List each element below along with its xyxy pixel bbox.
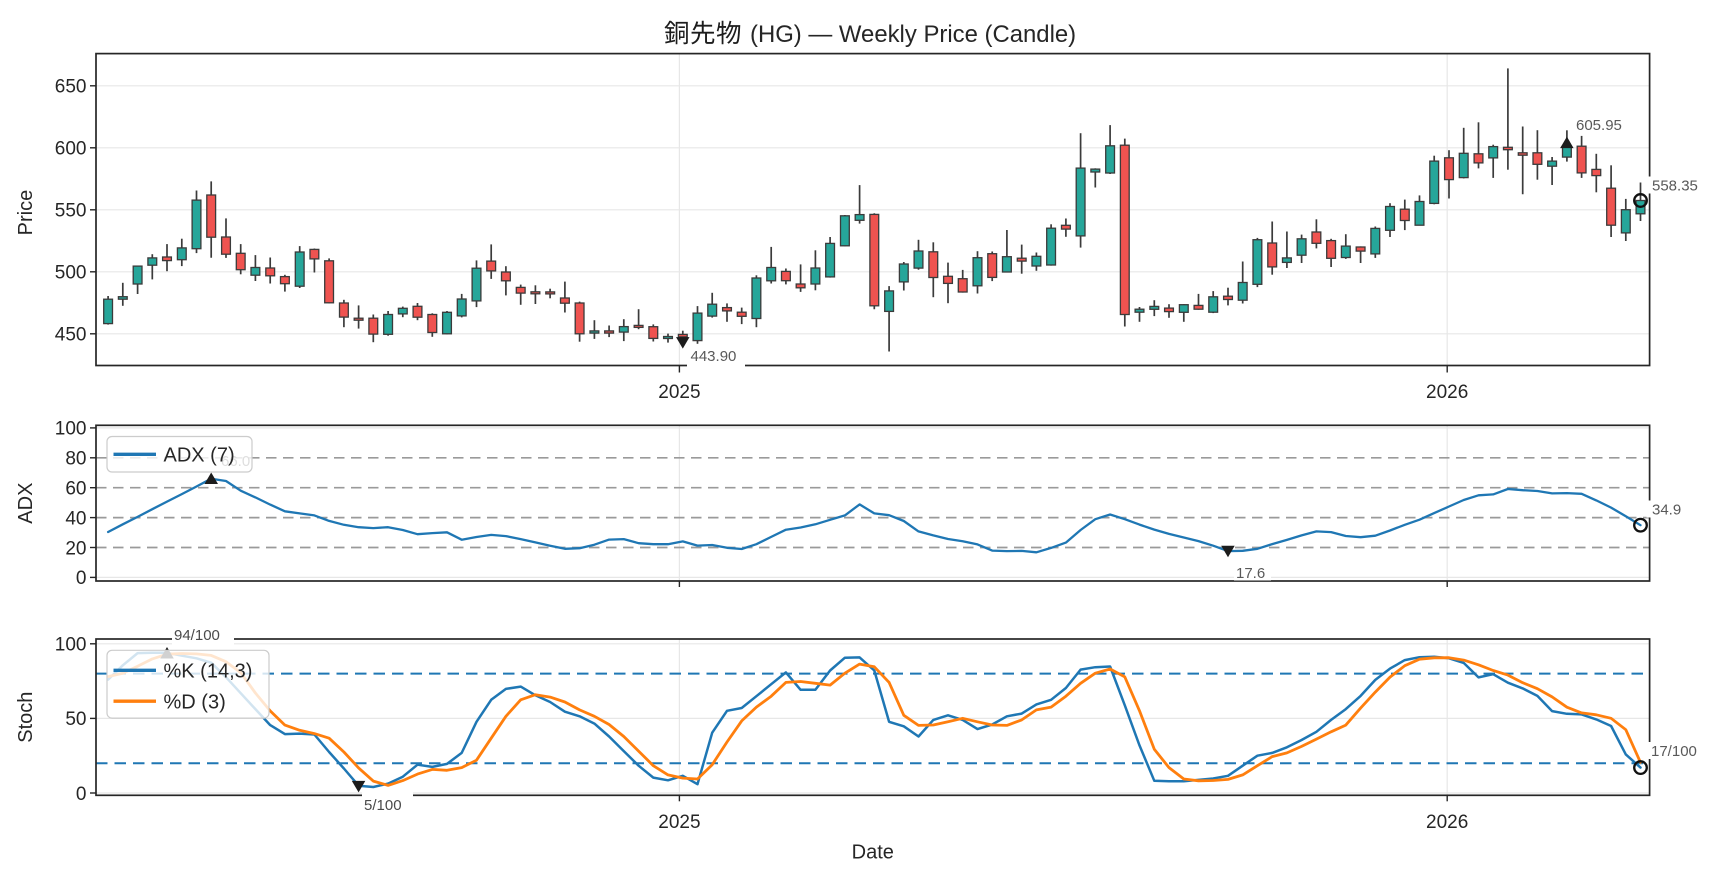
svg-text:100: 100 (55, 419, 87, 440)
svg-text:%D (3): %D (3) (164, 692, 226, 714)
svg-text:34.9: 34.9 (1652, 502, 1681, 519)
svg-text:94/100: 94/100 (174, 627, 220, 644)
svg-text:40: 40 (65, 508, 86, 529)
svg-text:80: 80 (65, 449, 86, 470)
svg-text:100: 100 (55, 635, 87, 656)
svg-text:2025: 2025 (658, 382, 700, 403)
svg-text:60: 60 (65, 479, 86, 500)
svg-text:600: 600 (55, 139, 87, 160)
svg-text:550: 550 (55, 201, 87, 222)
svg-text:ADX (7): ADX (7) (164, 445, 235, 467)
svg-text:558.35: 558.35 (1652, 178, 1698, 195)
svg-text:Price: Price (15, 190, 37, 236)
svg-text:(HG) — Weekly Price (Candle): (HG) — Weekly Price (Candle) (750, 21, 1076, 48)
svg-text:Date: Date (852, 842, 894, 864)
svg-text:443.90: 443.90 (691, 348, 737, 365)
svg-text:2026: 2026 (1426, 382, 1468, 403)
svg-text:50: 50 (65, 709, 86, 730)
svg-text:500: 500 (55, 263, 87, 284)
svg-text:0: 0 (76, 784, 87, 805)
svg-text:ADX: ADX (15, 483, 37, 524)
svg-text:650: 650 (55, 77, 87, 98)
svg-text:2026: 2026 (1426, 812, 1468, 833)
svg-text:0: 0 (76, 568, 87, 589)
svg-text:Stoch: Stoch (15, 692, 37, 743)
svg-text:20: 20 (65, 538, 86, 559)
svg-text:17/100: 17/100 (1651, 743, 1697, 760)
svg-text:17.6: 17.6 (1236, 565, 1265, 582)
svg-text:450: 450 (55, 325, 87, 346)
svg-text:%K (14,3): %K (14,3) (164, 661, 253, 683)
svg-text:2025: 2025 (658, 812, 700, 833)
svg-text:605.95: 605.95 (1576, 117, 1622, 134)
svg-text:5/100: 5/100 (364, 797, 402, 814)
